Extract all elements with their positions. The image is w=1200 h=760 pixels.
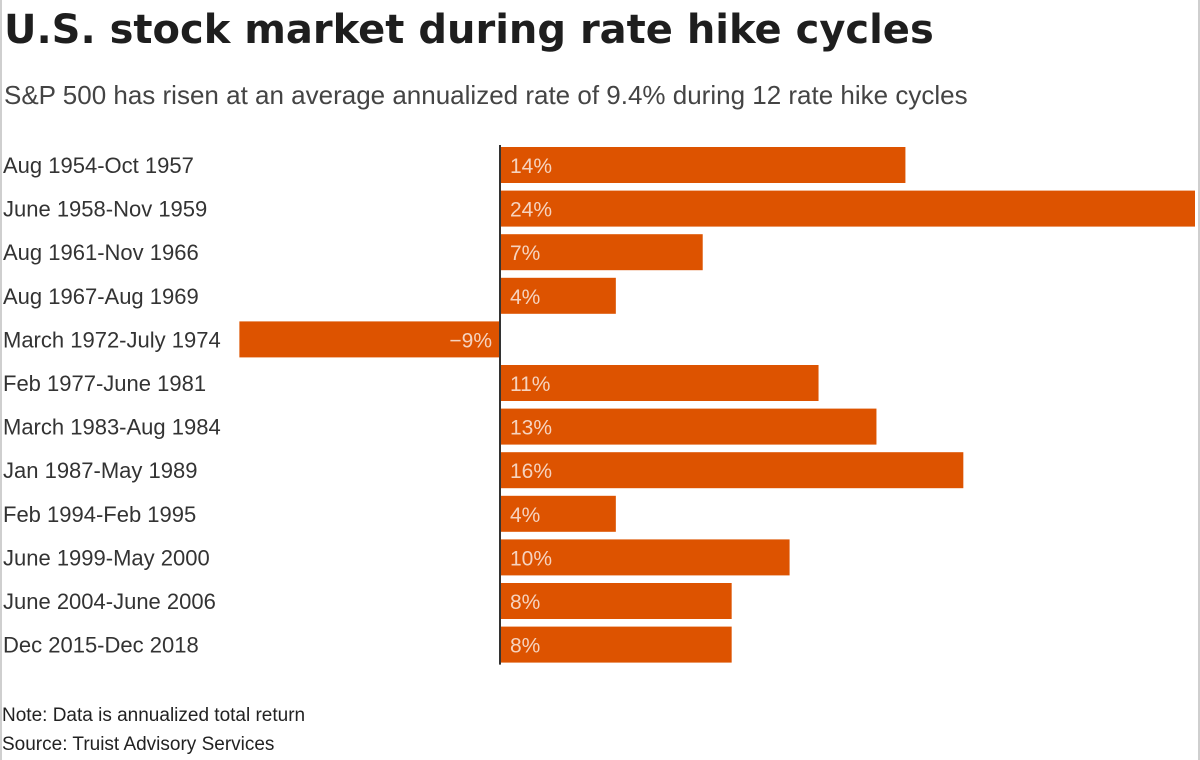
value-label: 24% xyxy=(510,199,552,222)
category-label: Feb 1977-June 1981 xyxy=(3,371,206,396)
value-label: 14% xyxy=(510,155,552,178)
category-label: March 1983-Aug 1984 xyxy=(3,415,221,440)
value-label: 4% xyxy=(510,286,540,309)
category-label: June 2004-June 2006 xyxy=(3,589,216,614)
value-label: 8% xyxy=(510,591,540,614)
bar-chart: Aug 1954-Oct 1957 14% June 1958-Nov 1959 24… xyxy=(3,145,1195,665)
bar xyxy=(500,277,616,314)
category-label: June 1958-Nov 1959 xyxy=(3,197,207,222)
chart-title: U.S. stock market during rate hike cycle… xyxy=(4,7,934,53)
category-label: Aug 1967-Aug 1969 xyxy=(3,284,199,309)
category-label: March 1972-July 1974 xyxy=(3,327,221,352)
category-label: June 1999-May 2000 xyxy=(3,545,210,570)
note-text: Note: Data is annualized total return xyxy=(2,705,306,726)
value-label: 8% xyxy=(510,635,540,658)
value-label: 11% xyxy=(510,373,550,396)
bar xyxy=(239,321,500,358)
bar xyxy=(500,408,877,445)
category-label: Dec 2015-Dec 2018 xyxy=(3,633,199,658)
bar xyxy=(500,452,964,489)
category-label: Feb 1994-Feb 1995 xyxy=(3,502,196,527)
bar xyxy=(500,626,732,663)
frame-right-border xyxy=(1198,0,1200,760)
value-label: 4% xyxy=(510,504,540,527)
source-text: Source: Truist Advisory Services xyxy=(2,734,275,755)
value-label: 10% xyxy=(510,547,552,570)
value-label: 16% xyxy=(510,460,552,483)
category-label: Aug 1961-Nov 1966 xyxy=(3,240,199,265)
category-label: Aug 1954-Oct 1957 xyxy=(3,153,194,178)
value-label: −9% xyxy=(449,329,492,352)
value-label: 13% xyxy=(510,417,552,440)
bar xyxy=(500,234,703,271)
chart-subtitle: S&P 500 has risen at an average annualiz… xyxy=(4,80,968,110)
bar xyxy=(500,539,790,576)
bar xyxy=(500,495,616,532)
bar xyxy=(500,583,732,619)
value-label: 7% xyxy=(510,242,540,265)
category-label: Jan 1987-May 1989 xyxy=(3,458,197,483)
frame-left-border xyxy=(0,0,2,760)
bar xyxy=(500,147,906,183)
chart-notes: Note: Data is annualized total return So… xyxy=(2,701,305,759)
bar xyxy=(500,190,1195,227)
bar xyxy=(500,365,819,401)
